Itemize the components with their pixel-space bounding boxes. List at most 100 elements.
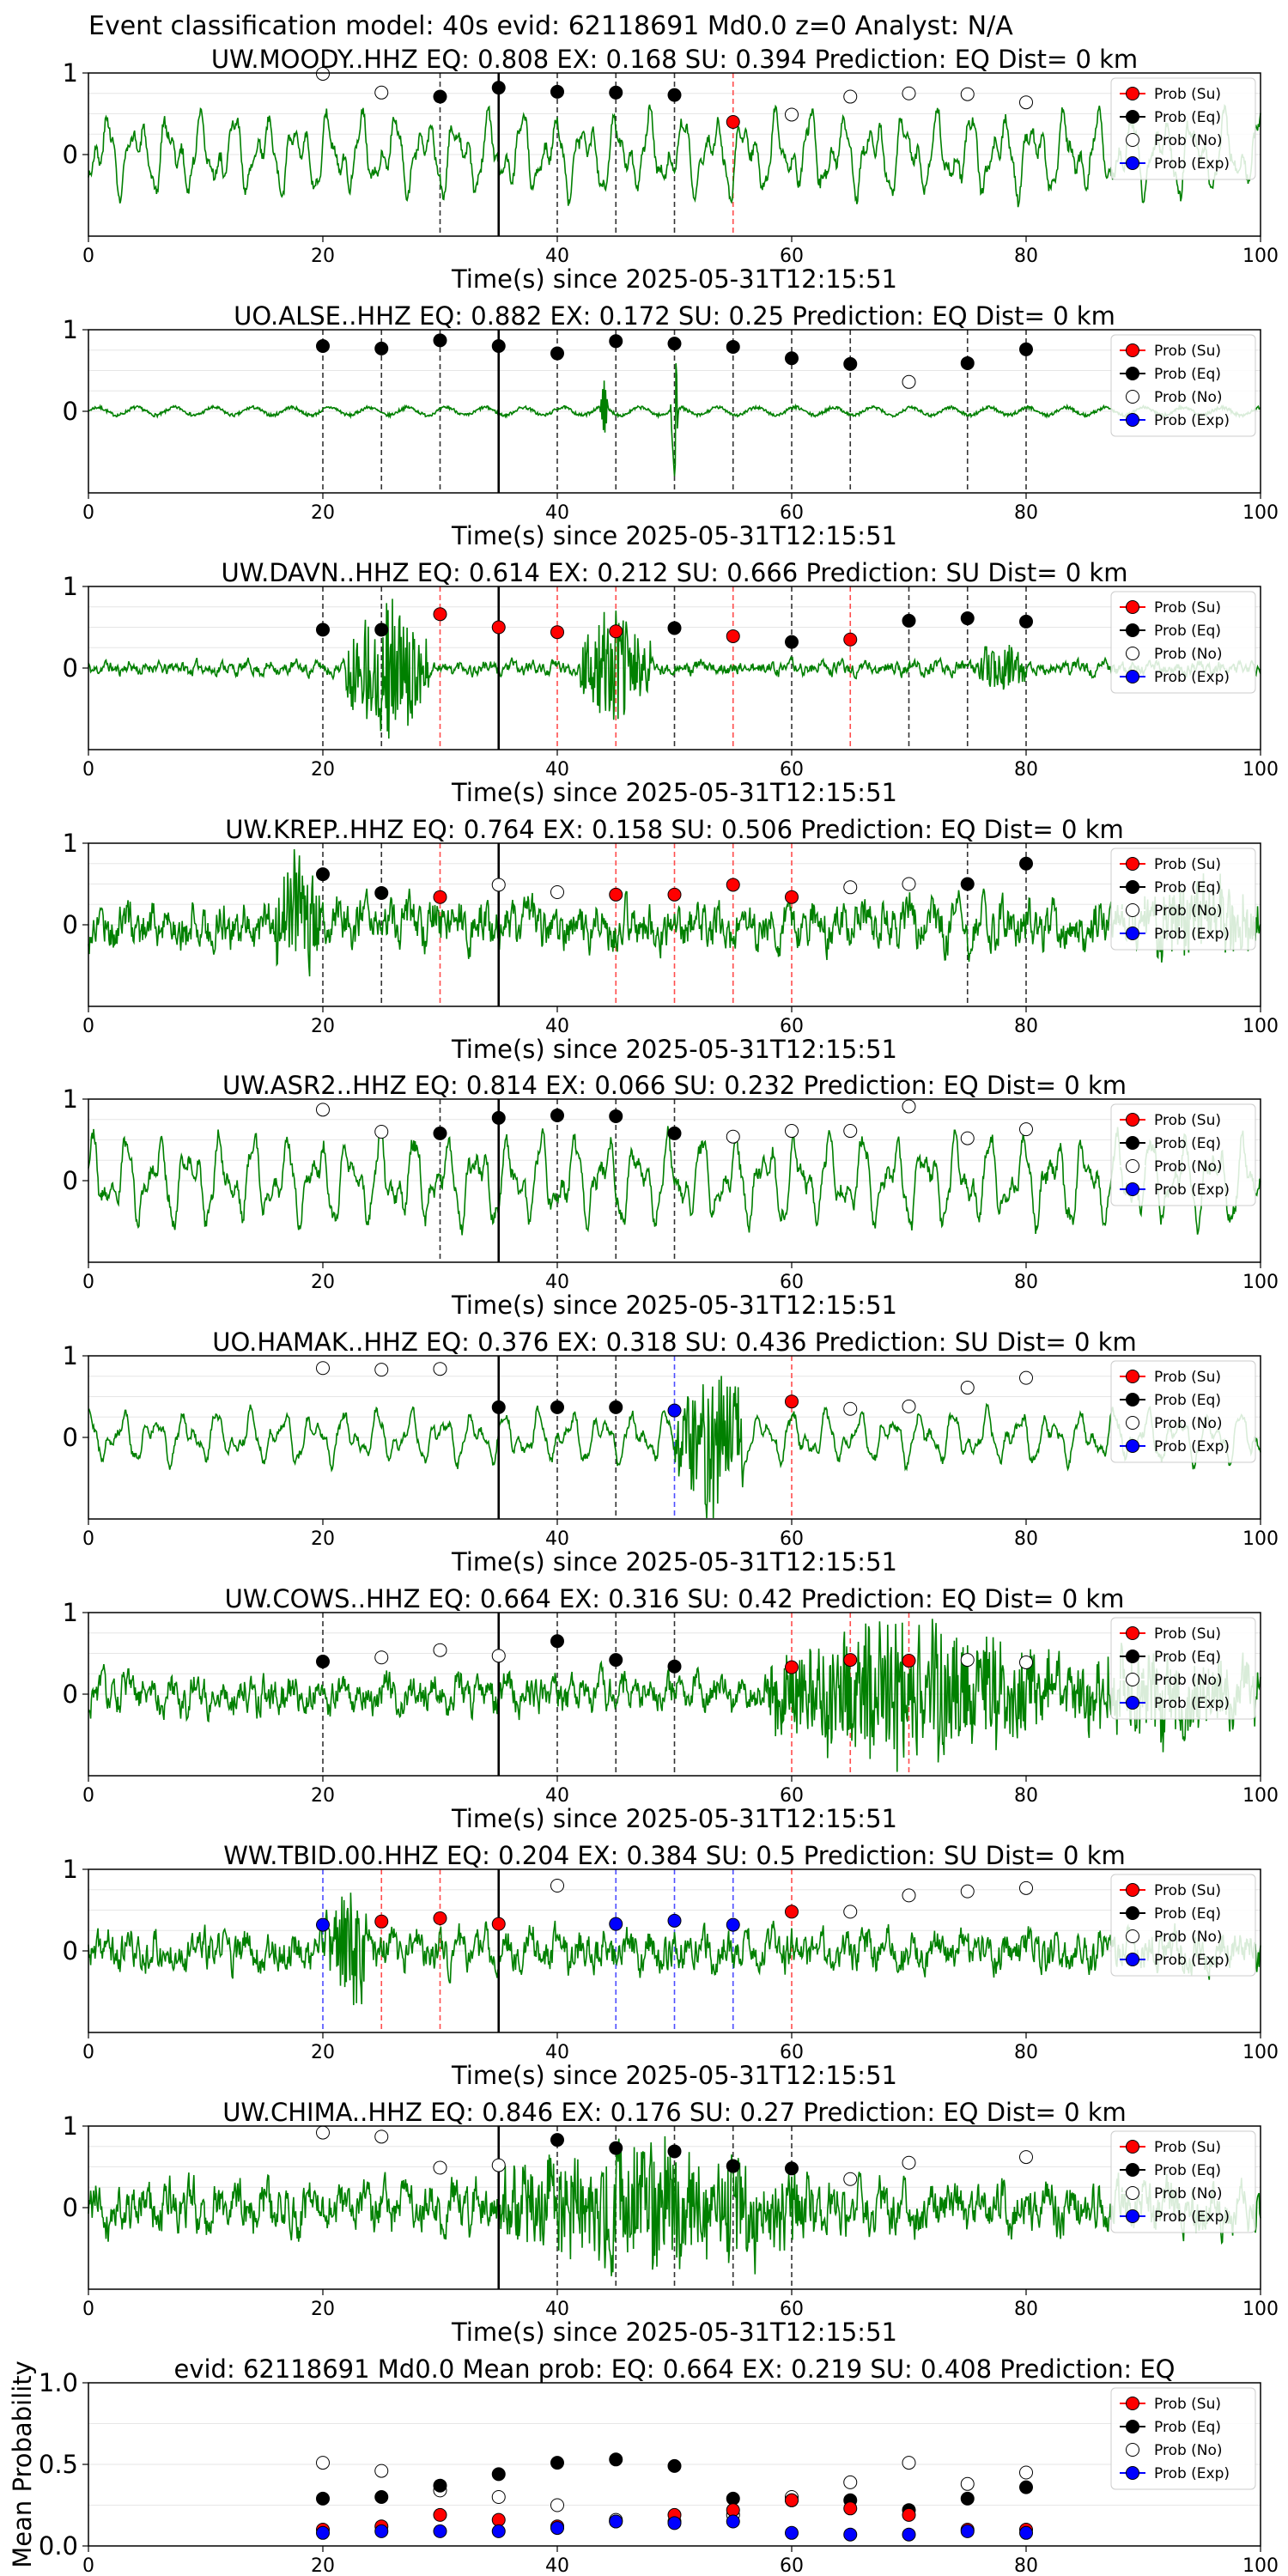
mean-point-no <box>550 2498 564 2512</box>
y-tick-label: 1 <box>63 58 78 88</box>
legend-label-exp: Prob (Exp) <box>1154 1182 1230 1199</box>
legend-label-su: Prob (Su) <box>1154 856 1221 873</box>
prob-point-eq <box>491 339 506 353</box>
mean-point-su <box>491 2512 506 2527</box>
legend-marker-exp <box>1126 1696 1139 1710</box>
y-axis-label: Mean Probability <box>8 2360 37 2568</box>
prob-point-eq <box>785 351 799 366</box>
prob-point-eq <box>609 1109 623 1123</box>
prob-point-su <box>433 607 447 622</box>
legend-label-su: Prob (Su) <box>1154 86 1221 103</box>
prob-point-no <box>902 1099 916 1114</box>
legend-label-su: Prob (Su) <box>1154 599 1221 617</box>
x-tick-label: 40 <box>545 1528 569 1550</box>
legend-label-su: Prob (Su) <box>1154 2396 1221 2413</box>
prob-point-eq <box>316 339 330 353</box>
legend-box <box>1110 1617 1256 1720</box>
prob-point-eq <box>960 611 975 626</box>
panel-title: UW.ASR2..HHZ EQ: 0.814 EX: 0.066 SU: 0.2… <box>222 1071 1127 1100</box>
y-tick-label: 0 <box>63 1423 78 1452</box>
x-tick-label: 100 <box>1242 246 1279 267</box>
panel-title: UW.CHIMA..HHZ EQ: 0.846 EX: 0.176 SU: 0.… <box>222 2098 1127 2127</box>
prob-point-eq <box>902 613 916 628</box>
legend-marker-exp <box>1126 2209 1139 2223</box>
x-tick-label: 100 <box>1242 2555 1279 2576</box>
y-tick-label: 0 <box>63 1166 78 1195</box>
mean-point-exp <box>609 2514 623 2529</box>
waveform-trace <box>88 2136 1261 2276</box>
mean-point-su <box>433 2507 447 2522</box>
x-tick-label: 40 <box>545 2299 569 2320</box>
mean-point-su <box>726 2503 740 2518</box>
panel-title: UW.MOODY..HHZ EQ: 0.808 EX: 0.168 SU: 0.… <box>211 45 1138 74</box>
prob-point-eq <box>843 356 858 371</box>
x-tick-label: 0 <box>82 1528 94 1550</box>
mean-probability-panel: 0.0 0.5 1.0 0 20 40 60 80 100 evid: 62118691 Md0.… <box>8 2354 1279 2576</box>
prob-point-su <box>902 1654 916 1668</box>
x-tick-label: 60 <box>780 1528 804 1550</box>
prob-point-su <box>433 890 447 904</box>
legend-label-no: Prob (No) <box>1154 2442 1223 2459</box>
x-tick-label: 20 <box>311 2555 335 2576</box>
mean-point-no <box>843 2475 858 2489</box>
prob-point-no <box>1019 1655 1033 1669</box>
x-tick-label: 0 <box>82 2299 94 2320</box>
prob-point-su <box>785 1394 799 1409</box>
legend-marker-exp <box>1126 413 1139 427</box>
prob-point-su <box>667 887 682 902</box>
legend-marker-su <box>1126 1883 1139 1897</box>
x-tick-label: 20 <box>311 2299 335 2320</box>
mean-point-eq <box>960 2491 975 2506</box>
x-tick-label: 60 <box>780 759 804 781</box>
legend-box <box>1110 848 1256 951</box>
legend-marker-exp <box>1126 670 1139 683</box>
prob-point-no <box>960 1884 975 1899</box>
y-tick-label: 1 <box>63 1341 78 1370</box>
mean-point-su <box>902 2507 916 2522</box>
prob-point-no <box>902 1888 916 1903</box>
legend-marker-no <box>1126 903 1139 917</box>
prob-point-no <box>316 66 330 81</box>
prob-point-su <box>785 890 799 904</box>
waveform-trace <box>88 1376 1261 1519</box>
y-tick-label: 0 <box>63 1936 78 1965</box>
x-tick-label: 100 <box>1242 502 1279 524</box>
legend-marker-su <box>1126 600 1139 614</box>
x-tick-label: 60 <box>780 2555 804 2576</box>
prob-point-eq <box>960 877 975 891</box>
prob-point-eq <box>667 621 682 635</box>
mean-point-exp <box>960 2524 975 2538</box>
x-tick-label: 60 <box>780 1016 804 1037</box>
legend-marker-exp <box>1126 1953 1139 1966</box>
prob-point-exp <box>667 1403 682 1418</box>
legend-label-eq: Prob (Eq) <box>1154 1392 1221 1409</box>
legend-label-no: Prob (No) <box>1154 2185 1223 2202</box>
waveform-trace <box>88 363 1261 477</box>
legend-marker-eq <box>1126 110 1139 124</box>
legend-label-no: Prob (No) <box>1154 389 1223 406</box>
prob-point-no <box>1019 1880 1033 1895</box>
x-axis-label: Time(s) since 2025-05-31T12:15:51 <box>451 1035 897 1064</box>
y-tick-label: 1 <box>63 1855 78 1884</box>
prob-point-no <box>960 1131 975 1145</box>
prob-point-su <box>550 625 564 640</box>
x-axis-label: Time(s) since 2025-05-31T12:15:51 <box>451 2061 897 2090</box>
y-tick-label: 0.0 <box>39 2531 78 2561</box>
legend-marker-no <box>1126 1159 1139 1173</box>
prob-point-eq <box>491 1110 506 1125</box>
x-tick-label: 80 <box>1014 2299 1038 2320</box>
x-tick-label: 60 <box>780 1272 804 1293</box>
mean-point-no <box>316 2456 330 2470</box>
prob-point-eq <box>667 88 682 102</box>
legend-label-no: Prob (No) <box>1154 902 1223 920</box>
mean-point-exp <box>433 2524 447 2538</box>
prob-point-su <box>726 878 740 892</box>
prob-point-no <box>433 2160 447 2175</box>
waveform-trace <box>88 1893 1261 2006</box>
prob-point-eq <box>550 1400 564 1414</box>
legend-label-su: Prob (Su) <box>1154 1882 1221 1899</box>
